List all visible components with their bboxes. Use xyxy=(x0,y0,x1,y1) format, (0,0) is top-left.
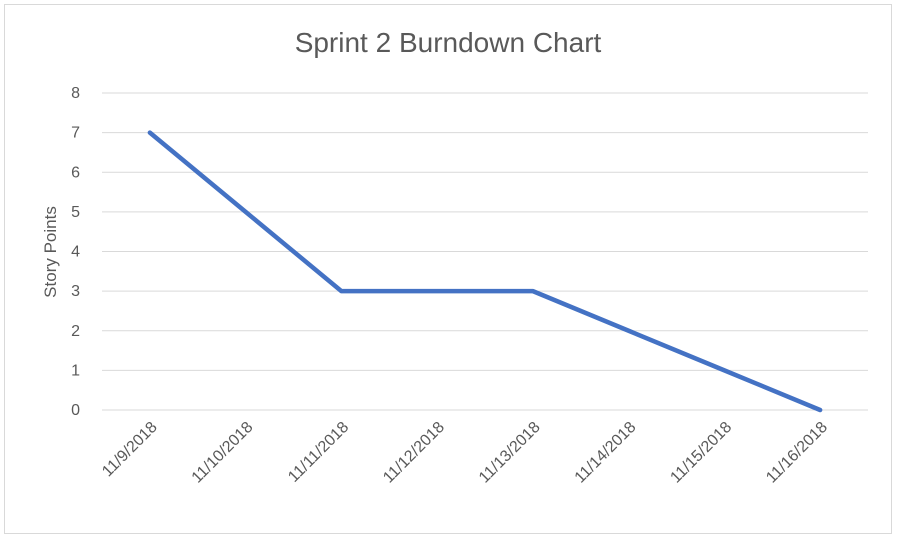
x-tick-label: 11/15/2018 xyxy=(667,419,735,487)
y-tick-label: 5 xyxy=(71,204,80,221)
y-axis-label: Story Points xyxy=(41,206,60,298)
y-tick-label: 7 xyxy=(71,125,80,142)
chart-frame xyxy=(4,4,892,534)
y-tick-label: 2 xyxy=(71,323,80,340)
y-tick-label: 0 xyxy=(71,402,80,419)
series-line-0 xyxy=(147,130,823,413)
series-layer xyxy=(147,130,823,413)
y-tick-label: 4 xyxy=(71,244,80,261)
x-tick-label: 11/10/2018 xyxy=(189,419,257,487)
y-tick-label: 3 xyxy=(71,283,80,300)
y-tick-label: 8 xyxy=(71,85,80,102)
y-axis-ticks: 0 1 2 3 4 5 6 7 8 xyxy=(71,85,80,419)
x-tick-label: 11/13/2018 xyxy=(476,419,544,487)
y-tick-label: 1 xyxy=(71,362,80,379)
chart-title: Sprint 2 Burndown Chart xyxy=(295,27,602,58)
x-tick-label: 11/11/2018 xyxy=(285,419,352,486)
gridlines xyxy=(102,92,868,411)
x-tick-label: 11/16/2018 xyxy=(763,419,831,487)
x-tick-label: 11/9/2018 xyxy=(99,419,161,481)
x-tick-label: 11/14/2018 xyxy=(572,419,640,487)
x-axis-ticks: 11/9/2018 11/10/2018 11/11/2018 11/12/2018 1… xyxy=(99,419,831,487)
x-tick-label: 11/12/2018 xyxy=(380,419,448,487)
y-tick-label: 6 xyxy=(71,164,80,181)
